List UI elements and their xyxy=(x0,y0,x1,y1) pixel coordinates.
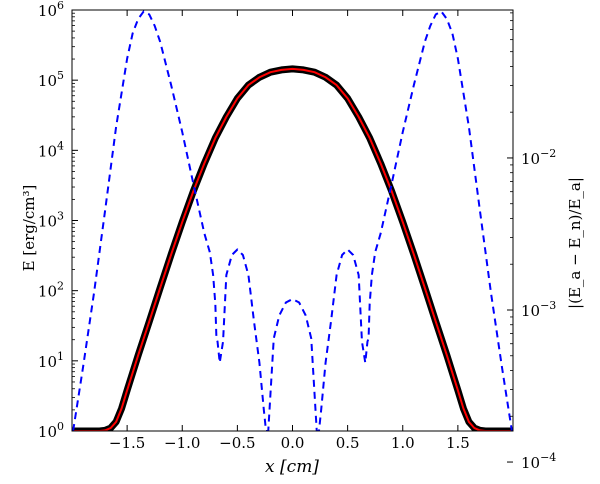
tick-layer: −1.5 −1.0 −0.5 0.0 0.5 1.0 1.5 100 101 102 103 104 1… xyxy=(38,0,556,472)
series-relative-error-line xyxy=(72,10,513,431)
y-tick-label-right: 10−2 xyxy=(521,147,556,168)
y-tick-label-left: 101 xyxy=(38,350,64,371)
x-tick-label: 0.0 xyxy=(281,434,305,452)
x-tick-label: −1.0 xyxy=(164,434,200,452)
y-tick-label-left: 104 xyxy=(38,139,64,160)
x-tick-label: 1.0 xyxy=(391,434,415,452)
series-layer xyxy=(72,10,513,431)
series-numerical-line xyxy=(72,67,513,431)
x-tick-label: −0.5 xyxy=(219,434,255,452)
y-tick-label-right: 10−4 xyxy=(521,451,556,472)
y-axis-label-right: |(E_a − E_n)/E_a| xyxy=(566,177,584,309)
y-tick-label-left: 100 xyxy=(38,420,64,441)
y-tick-label-left: 102 xyxy=(38,280,64,301)
y-tick-label-right: 10−3 xyxy=(521,299,556,320)
y-axis-label-left: E [erg/cm³] xyxy=(20,185,38,272)
x-axis-label: x [cm] xyxy=(265,457,319,477)
x-tick-label: 0.5 xyxy=(336,434,360,452)
y-tick-label-left: 103 xyxy=(38,210,64,231)
x-tick-label: 1.5 xyxy=(446,434,470,452)
y-tick-label-left: 106 xyxy=(38,0,64,20)
x-tick-label: −1.5 xyxy=(109,434,145,452)
y-tick-label-left: 105 xyxy=(38,69,64,90)
